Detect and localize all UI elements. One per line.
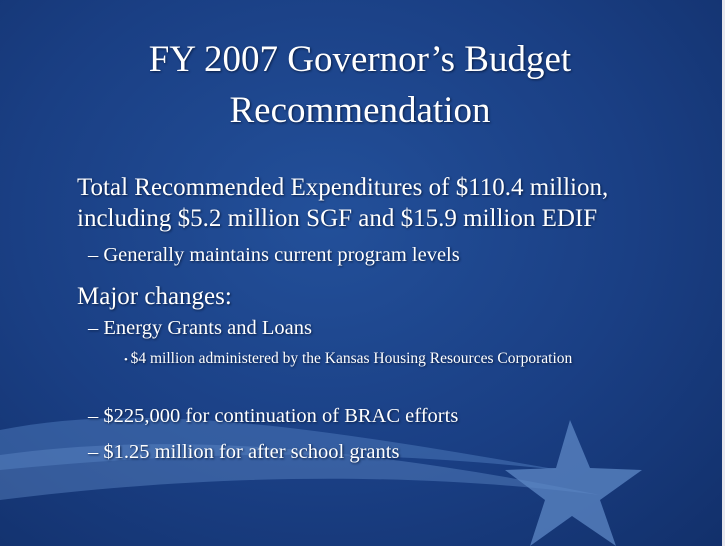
sub-bullet: $225,000 for continuation of BRAC effort… (88, 403, 458, 429)
slide-title: FY 2007 Governor’s Budget Recommendation (148, 39, 572, 131)
sub-bullet: Energy Grants and Loans (88, 315, 312, 341)
sub-bullet: $1.25 million for after school grants (88, 439, 399, 465)
bullet: Major changes: (77, 283, 232, 310)
sub-bullet: Generally maintains current program leve… (88, 242, 459, 268)
sub-sub-bullet: $4 million administered by the Kansas Ho… (124, 348, 628, 371)
bullet: Total Recommended Expenditures of $110.4… (77, 174, 609, 232)
